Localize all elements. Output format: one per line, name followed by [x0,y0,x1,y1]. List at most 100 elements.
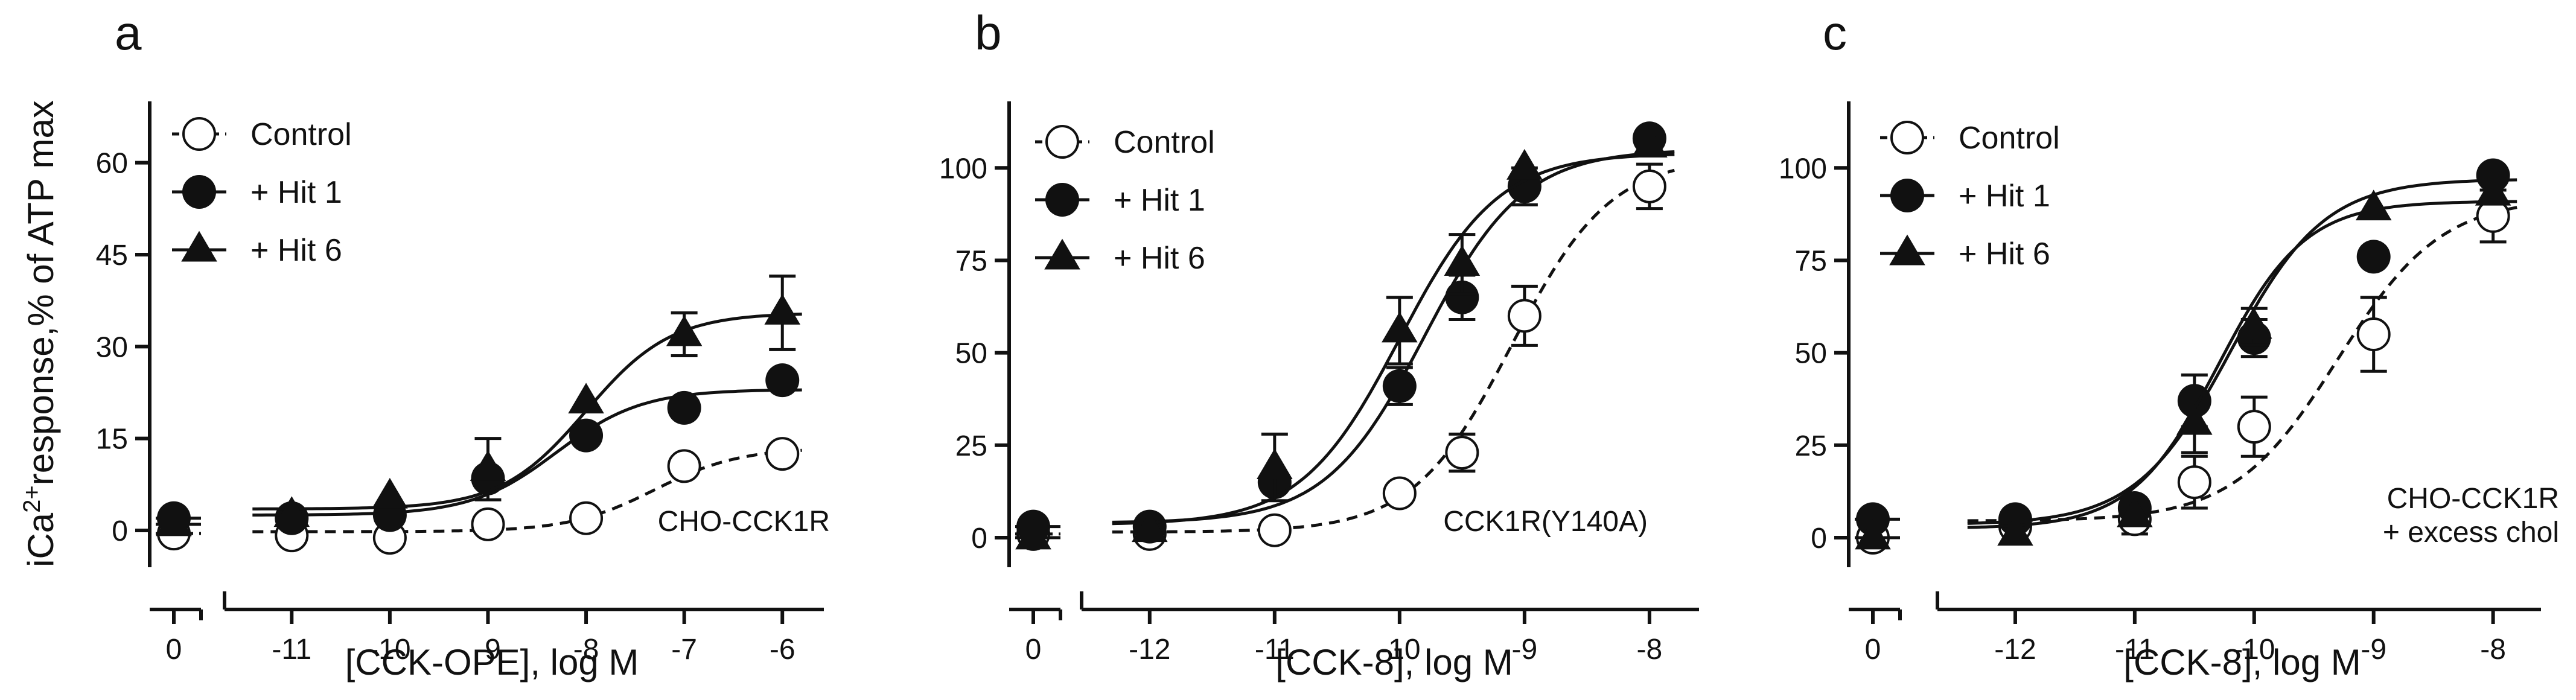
x-tick-label: -11 [2115,634,2155,666]
y-tick-label: 0 [971,523,987,555]
legend-label: + Hit 1 [1959,179,2050,214]
legend-label: + Hit 6 [1959,237,2050,272]
x-tick-label-zero: 0 [1025,634,1042,666]
legend-item-hit-6: + Hit 6 [1880,234,2050,272]
data-point-zero-hit-6 [156,505,192,536]
x-tick-label: -12 [1129,634,1170,666]
x-tick-label: -8 [2480,634,2506,666]
legend-item-control: Control [172,117,352,152]
x-tick-label: -11 [1255,634,1295,666]
data-point-hit-6 [1631,127,1668,158]
panel-letter: b [975,6,1002,60]
panel-letter: c [1823,6,1847,60]
legend-marker [1890,121,1924,154]
x-tick-label: -9 [475,634,501,666]
data-point-control [2177,465,2211,500]
panel-letter: a [115,6,142,60]
y-tick-label: 50 [1795,338,1827,370]
data-point-control [569,501,604,535]
x-tick-label: -9 [1512,634,1538,666]
cell-line-annotation: CHO-CCK1R [658,506,830,538]
x-tick-label: -6 [770,634,795,666]
data-point-hit-6 [568,383,604,414]
data-point-hit-6 [2176,404,2213,435]
fit-curve-control [252,448,802,533]
cell-line-annotation: CCK1R(Y140A) [1443,506,1648,538]
data-point-hit-6 [1257,448,1293,480]
cell-line-annotation: + excess chol [2383,517,2559,549]
x-tick-label: -9 [2361,634,2386,666]
y-tick-label: 100 [1779,153,1827,185]
y-axis-title: iCa2+response,% of ATP max [19,100,61,567]
legend-label: Control [1959,121,2060,156]
x-tick-label: -10 [1379,634,1420,666]
legend-item-control: Control [1880,121,2060,156]
data-point-hit-6 [666,315,703,346]
data-point-control [1257,513,1292,547]
y-tick-label: 100 [939,153,987,185]
legend-item-control: Control [1035,125,1215,160]
x-tick-label: -11 [272,634,311,666]
panel-a: a 0 15 30 45 60 0 -11 -10 -9 -8 -7 -6 [CCK-OPE], log … [96,6,830,682]
y-axis-title-prefix: iCa [21,512,61,567]
y-axis-title-superscript: 2+ [19,485,45,513]
legend-label: Control [250,117,352,152]
legend-label: + Hit 6 [1114,241,1205,276]
data-point-control [765,437,800,471]
data-point-hit-6 [764,294,801,325]
y-tick-label: 75 [1795,245,1827,277]
fit-curve-hit-1 [252,388,802,517]
legend-item-hit-1: + Hit 1 [1880,179,2050,214]
x-tick-label-zero: 0 [166,634,182,666]
y-tick-label: 75 [955,245,987,277]
fit-curve-hit-6 [252,313,802,511]
data-point-hit-1 [1382,369,1417,403]
fit-curve-control [1112,168,1675,534]
fit-curve-hit-1 [1967,178,2517,525]
y-tick-label: 0 [112,515,128,547]
legend-label: + Hit 1 [1114,183,1205,218]
x-tick-label-zero: 0 [1865,634,1881,666]
y-tick-label: 25 [1795,430,1827,462]
y-tick-label: 60 [96,148,128,180]
panel-b: b 0 25 50 75 100 0 -12 -11 -10 -9 -8 [CCK-8], log M C… [939,6,1699,682]
data-point-hit-6 [273,496,310,527]
x-axis-title: [CCK-8], log M [2123,642,2361,682]
data-point-hit-6 [372,477,408,509]
fit-curve-hit-6 [1112,153,1675,526]
y-tick-label: 15 [96,424,128,456]
legend-item-hit-1: + Hit 1 [1035,183,1205,218]
data-point-control [667,449,701,483]
legend-item-hit-1: + Hit 1 [172,175,342,210]
legend-item-hit-6: + Hit 6 [172,231,342,268]
data-point-hit-6 [1506,148,1543,180]
data-point-zero-hit-6 [1015,518,1051,550]
data-point-hit-6 [1132,511,1168,542]
panel-c: c 0 25 50 75 100 0 -12 -11 -10 -9 -8 [CCK-8], log M C… [1779,6,2559,682]
data-point-hit-1 [569,418,604,453]
legend-label: + Hit 1 [250,175,342,210]
legend-marker [1890,179,1924,212]
legend-marker [182,175,216,209]
data-point-hit-6 [1444,245,1481,276]
x-axis-title: [CCK-8], log M [1275,642,1513,682]
legend-marker [1889,234,1925,266]
data-point-control [2356,317,2391,351]
legend-label: Control [1114,125,1215,160]
y-axis-title-suffix: response,% of ATP max [21,100,61,485]
legend-item-hit-6: + Hit 6 [1035,238,1205,276]
data-point-hit-6 [1382,311,1418,343]
y-tick-label: 25 [955,430,987,462]
y-tick-label: 50 [955,338,987,370]
data-point-control [471,507,505,541]
data-point-hit-1 [1445,280,1479,314]
y-tick-label: 0 [1811,523,1827,555]
y-tick-label: 30 [96,331,128,363]
data-point-hit-1 [765,363,800,398]
data-point-control [1632,169,1666,203]
x-tick-label: -10 [369,634,410,666]
data-point-hit-6 [470,450,506,481]
data-point-hit-1 [667,390,701,425]
legend-marker [181,231,217,262]
